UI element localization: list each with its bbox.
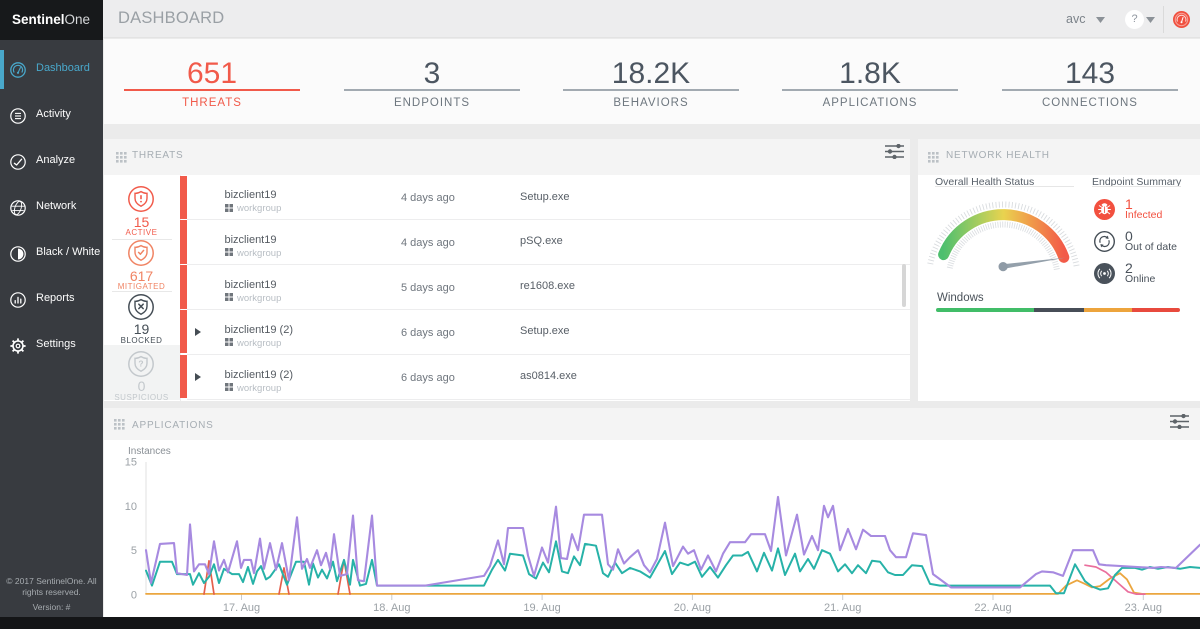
svg-text:0: 0 (131, 590, 137, 602)
svg-text:?: ? (138, 358, 143, 368)
svg-text:21. Aug: 21. Aug (824, 602, 861, 614)
svg-text:19. Aug: 19. Aug (523, 602, 560, 614)
svg-text:17. Aug: 17. Aug (223, 602, 260, 614)
svg-text:22. Aug: 22. Aug (974, 602, 1011, 614)
svg-text:15: 15 (125, 457, 137, 469)
svg-text:10: 10 (125, 501, 137, 513)
svg-text:18. Aug: 18. Aug (373, 602, 410, 614)
svg-text:5: 5 (131, 545, 137, 557)
svg-text:20. Aug: 20. Aug (674, 602, 711, 614)
svg-text:23. Aug: 23. Aug (1125, 602, 1162, 614)
